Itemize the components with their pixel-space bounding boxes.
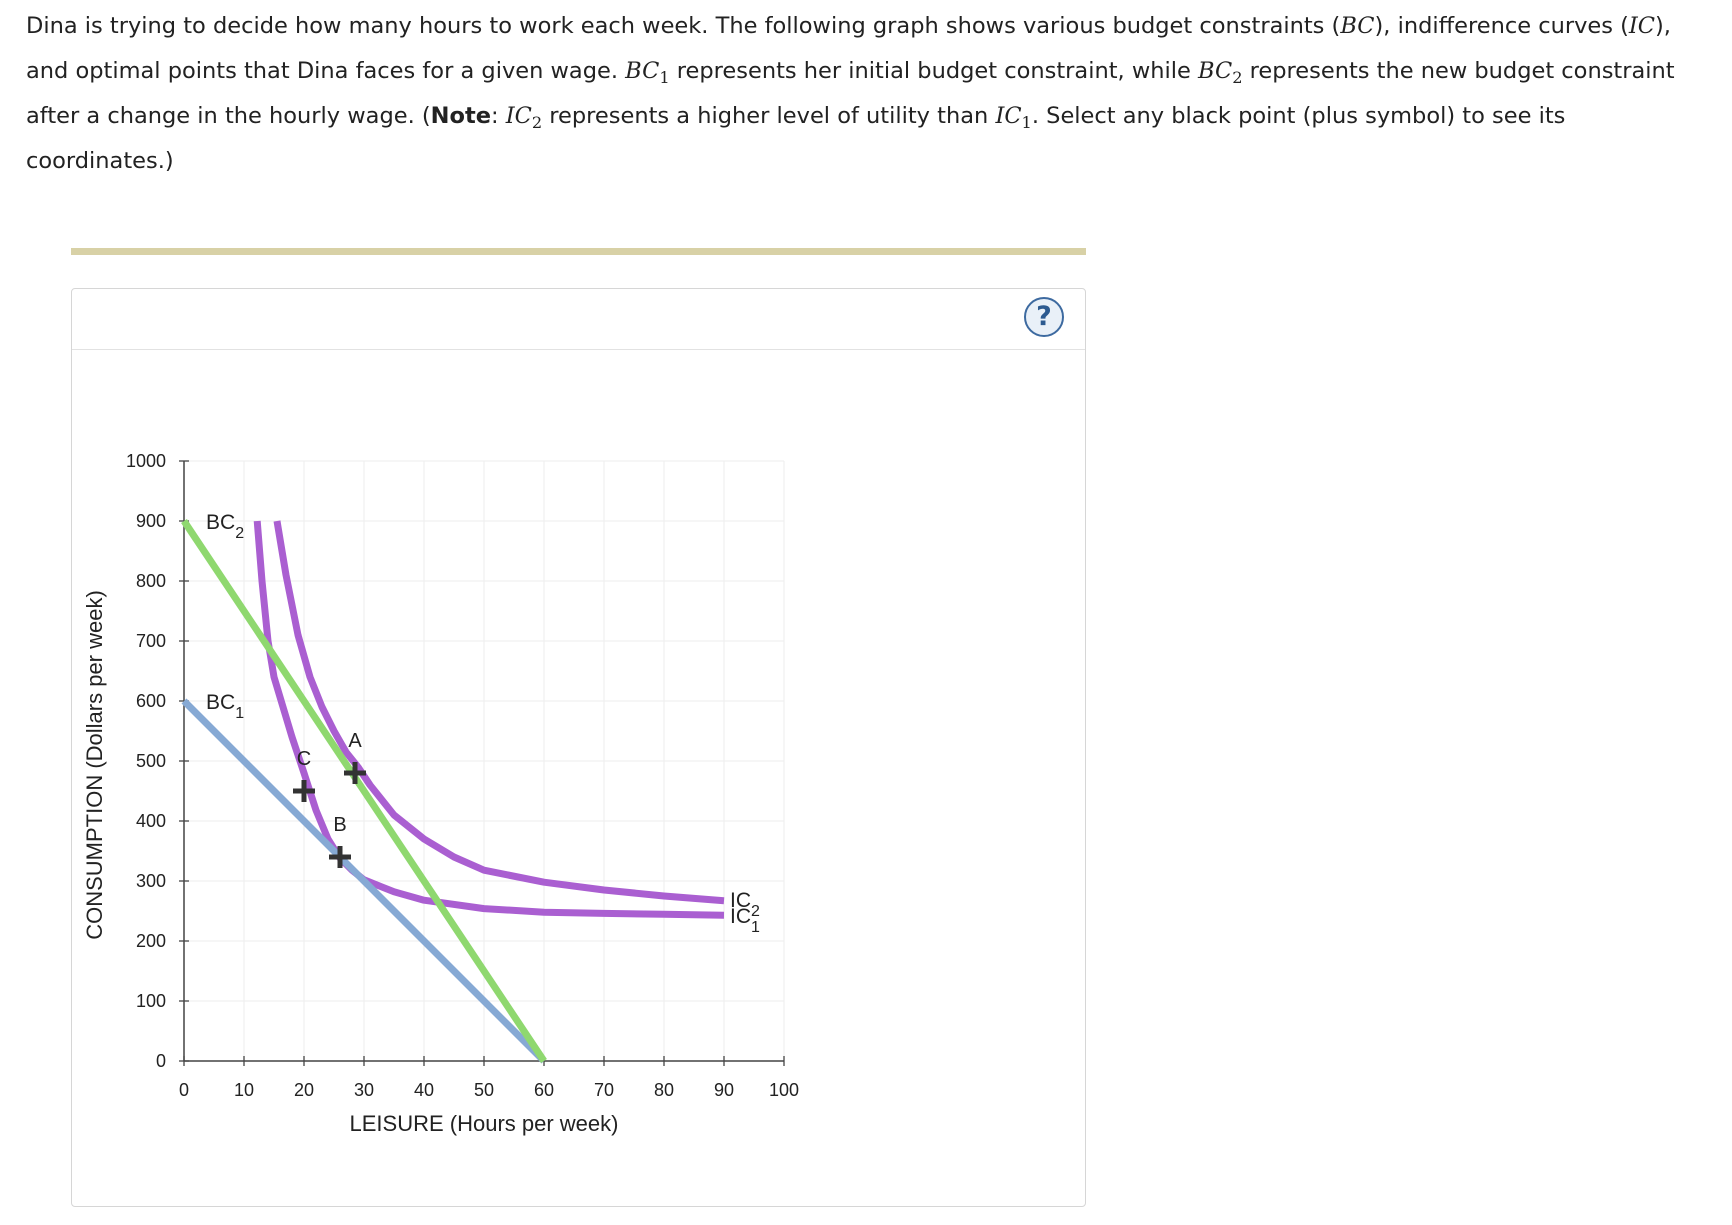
bc1-symbol: BC1 bbox=[625, 58, 670, 87]
bc2-symbol: BC2 bbox=[1198, 58, 1243, 87]
series-bc1-line bbox=[181, 698, 547, 1064]
ic2-symbol: IC2 bbox=[505, 103, 543, 132]
divider-bar bbox=[71, 248, 1086, 255]
point-c[interactable]: C bbox=[291, 748, 317, 804]
x-tick-label: 0 bbox=[179, 1080, 189, 1100]
point-b[interactable]: B bbox=[327, 814, 353, 870]
x-tick-label: 70 bbox=[594, 1080, 614, 1100]
graph-panel: ? 0 10 20 30 40 50 60 70 80 90 100 0 100 200 300 400 500… bbox=[71, 288, 1086, 1207]
x-tick-label: 20 bbox=[294, 1080, 314, 1100]
axes: 0 10 20 30 40 50 60 70 80 90 100010020030040050060… bbox=[126, 451, 799, 1100]
x-tick-label: 90 bbox=[714, 1080, 734, 1100]
point-label-c: C bbox=[297, 748, 311, 770]
point-a[interactable]: A bbox=[342, 730, 368, 786]
ic-symbol: IC bbox=[1628, 13, 1656, 39]
y-axis-label: CONSUMPTION (Dollars per week) bbox=[82, 590, 107, 940]
y-tick-label: 100 bbox=[136, 991, 166, 1011]
y-tick-label: 600 bbox=[136, 691, 166, 711]
series-label-bc1: BC1 bbox=[206, 691, 244, 722]
y-tick-label: 700 bbox=[136, 631, 166, 651]
x-axis-label: LEISURE (Hours per week) bbox=[350, 1111, 619, 1136]
series-label-ic1: IC1 bbox=[730, 905, 760, 936]
y-tick-label: 1000 bbox=[126, 451, 166, 471]
x-tick-label: 30 bbox=[354, 1080, 374, 1100]
note-label: Note bbox=[430, 103, 491, 129]
series-ic2-line bbox=[273, 520, 725, 905]
y-tick-label: 200 bbox=[136, 931, 166, 951]
bc-symbol: BC bbox=[1340, 13, 1375, 39]
x-tick-label: 50 bbox=[474, 1080, 494, 1100]
x-tick-label: 40 bbox=[414, 1080, 434, 1100]
x-tick-label: 60 bbox=[534, 1080, 554, 1100]
series-label-bc2: BC2 bbox=[206, 511, 244, 542]
y-tick-label: 500 bbox=[136, 751, 166, 771]
x-tick-label: 100 bbox=[769, 1080, 799, 1100]
y-tick-label: 0 bbox=[156, 1051, 166, 1071]
y-tick-label: 400 bbox=[136, 811, 166, 831]
y-tick-label: 800 bbox=[136, 571, 166, 591]
ic1-symbol: IC1 bbox=[995, 103, 1032, 132]
x-tick-label: 80 bbox=[654, 1080, 674, 1100]
point-label-a: A bbox=[348, 730, 362, 752]
x-tick-label: 10 bbox=[234, 1080, 254, 1100]
series-bc2-line bbox=[181, 519, 547, 1063]
series-layer bbox=[181, 519, 725, 1064]
grid bbox=[184, 460, 785, 1061]
question-text: Dina is trying to decide how many hours … bbox=[26, 13, 1675, 174]
y-tick-label: 300 bbox=[136, 871, 166, 891]
panel-header-divider bbox=[72, 349, 1085, 350]
points-layer: A B C bbox=[291, 730, 368, 870]
help-button[interactable]: ? bbox=[1024, 297, 1064, 337]
chart: 0 10 20 30 40 50 60 70 80 90 100010020030040050060… bbox=[82, 451, 799, 1136]
point-label-b: B bbox=[333, 814, 346, 836]
series-label-ic2: IC2 bbox=[730, 889, 760, 920]
y-tick-label: 900 bbox=[136, 511, 166, 531]
